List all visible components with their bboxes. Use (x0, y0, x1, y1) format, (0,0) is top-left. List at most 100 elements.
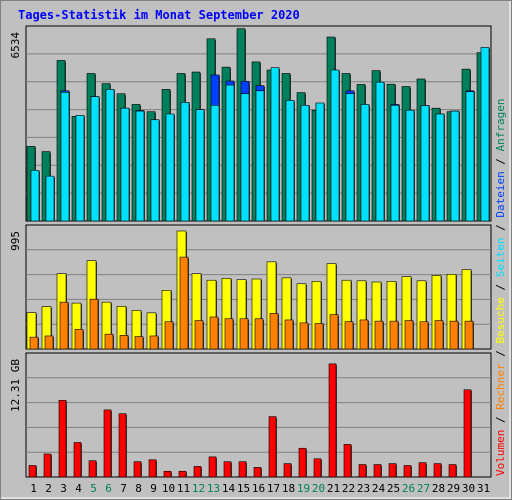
x-label-day-19: 19 (297, 482, 310, 495)
bar-seiten-10 (165, 113, 175, 222)
bar-volumen-17 (268, 416, 277, 478)
bar-seiten-24 (375, 81, 385, 222)
bar-volumen-24 (373, 464, 382, 478)
bar-volumen-4 (73, 442, 82, 478)
x-label-day-5: 5 (90, 482, 97, 495)
legend-item-sep2: / (494, 344, 507, 364)
bar-volumen-21 (328, 363, 337, 478)
bar-volumen-3 (58, 400, 67, 478)
bar-rechner-7 (119, 335, 129, 350)
x-label-day-14: 14 (222, 482, 236, 495)
x-label-day-3: 3 (60, 482, 67, 495)
bar-volumen-30 (463, 389, 472, 478)
bar-rechner-17 (269, 313, 279, 350)
bar-seiten-21 (330, 69, 340, 222)
bar-rechner-11 (179, 256, 189, 350)
x-label-day-21: 21 (327, 482, 340, 495)
bar-rechner-2 (44, 335, 54, 350)
bar-rechner-22 (344, 321, 354, 350)
x-label-day-11: 11 (177, 482, 190, 495)
x-label-day-6: 6 (105, 482, 112, 495)
bar-seiten-16 (255, 90, 265, 222)
bar-rechner-1 (29, 336, 39, 350)
bar-seiten-9 (150, 119, 160, 222)
bar-rechner-26 (404, 320, 414, 350)
bar-rechner-6 (104, 333, 114, 350)
y-max-label: 6534 (9, 32, 22, 59)
bar-seiten-25 (390, 104, 400, 222)
bar-seiten-6 (105, 89, 115, 222)
bar-seiten-17 (270, 67, 280, 222)
chart-panels: 6534 995 12.31 GB (9, 25, 492, 478)
bar-volumen-6 (103, 409, 112, 478)
bar-rechner-14 (224, 318, 234, 350)
x-label-day-30: 30 (462, 482, 475, 495)
y-max-label: 995 (9, 231, 22, 251)
x-label-day-2: 2 (45, 482, 52, 495)
legend-text: Volumen / Rechner / Besuche / Seiten / D… (494, 98, 507, 476)
bar-seiten-7 (120, 107, 130, 222)
x-label-day-24: 24 (372, 482, 386, 495)
legend-item-seiten: Seiten (494, 238, 507, 278)
bar-rechner-12 (194, 320, 204, 350)
x-label-day-25: 25 (387, 482, 400, 495)
bar-rechner-3 (59, 301, 69, 350)
x-label-day-31: 31 (477, 482, 490, 495)
chart-panel-2: 995 (9, 224, 492, 350)
bar-seiten-22 (345, 93, 355, 222)
right-legend: Volumen / Rechner / Besuche / Seiten / D… (494, 98, 507, 476)
bar-seiten-15 (240, 93, 250, 222)
bar-rechner-20 (314, 323, 324, 350)
bar-seiten-4 (75, 115, 85, 222)
bar-volumen-1 (28, 465, 37, 478)
legend-item-sep4: / (494, 218, 507, 238)
bar-seiten-19 (300, 104, 310, 222)
x-label-day-16: 16 (252, 482, 265, 495)
bar-seiten-27 (420, 105, 430, 222)
bar-rechner-15 (239, 318, 249, 350)
bar-volumen-23 (358, 464, 367, 478)
bar-seiten-13 (210, 104, 220, 222)
bar-rechner-18 (284, 319, 294, 350)
bar-rechner-10 (164, 321, 174, 350)
bar-seiten-5 (90, 96, 100, 222)
bar-seiten-2 (45, 175, 55, 222)
x-label-day-18: 18 (282, 482, 295, 495)
x-axis-day-labels: 1 2 3 4 5 6 7 8 9 10 11 12 13 14 15 16 17 18 19 20 21 22 23 24 2… (30, 482, 490, 495)
bar-seiten-18 (285, 100, 295, 222)
x-label-day-12: 12 (192, 482, 205, 495)
bar-rechner-24 (374, 320, 384, 350)
bar-volumen-18 (283, 463, 292, 478)
bar-volumen-22 (343, 444, 352, 478)
bar-seiten-23 (360, 104, 370, 222)
legend-item-sep3: / (494, 277, 507, 297)
panel-frame (25, 352, 492, 478)
bar-rechner-19 (299, 322, 309, 350)
x-label-day-29: 29 (447, 482, 460, 495)
bar-volumen-2 (43, 453, 52, 478)
bar-volumen-29 (448, 464, 457, 478)
x-label-day-7: 7 (120, 482, 127, 495)
bar-seiten-28 (435, 113, 445, 222)
x-label-day-20: 20 (312, 482, 325, 495)
x-label-day-4: 4 (75, 482, 82, 495)
bar-volumen-26 (403, 465, 412, 478)
bar-volumen-7 (118, 413, 127, 478)
bar-rechner-27 (419, 321, 429, 350)
bar-seiten-30 (465, 91, 475, 222)
x-label-day-9: 9 (150, 482, 157, 495)
bar-seiten-1 (30, 170, 40, 222)
bar-seiten-8 (135, 110, 145, 222)
bar-rechner-9 (149, 335, 159, 350)
bar-rechner-28 (434, 320, 444, 350)
chart-panel-3: 12.31 GB (9, 352, 492, 478)
chart-title: Tages-Statistik im Monat September 2020 (18, 8, 300, 22)
x-label-day-15: 15 (237, 482, 250, 495)
bar-seiten-20 (315, 102, 325, 222)
bar-volumen-27 (418, 462, 427, 478)
bar-seiten-14 (225, 84, 235, 222)
x-label-day-28: 28 (432, 482, 445, 495)
bar-volumen-20 (313, 458, 322, 478)
bar-rechner-29 (449, 320, 459, 350)
